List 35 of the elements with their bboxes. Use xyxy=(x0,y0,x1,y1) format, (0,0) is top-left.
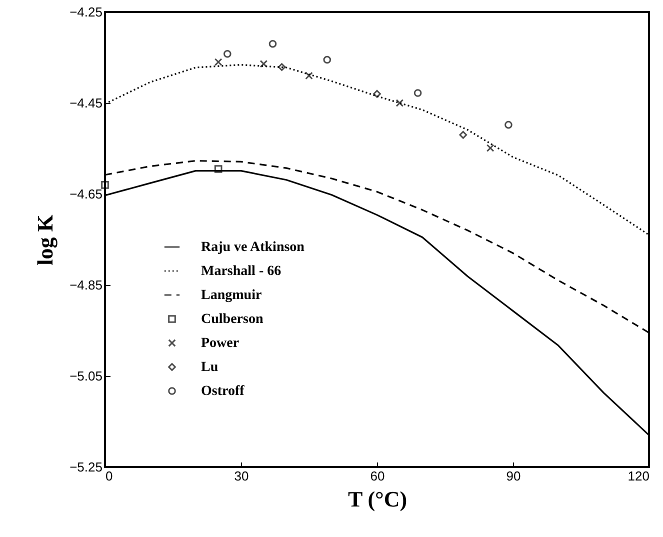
legend-label: Lu xyxy=(201,360,218,375)
point xyxy=(260,60,268,68)
point xyxy=(373,90,381,98)
legend-label: Power xyxy=(201,336,240,351)
point xyxy=(504,120,512,129)
point xyxy=(101,180,109,189)
point xyxy=(414,89,422,97)
x-tick-label: 90 xyxy=(506,468,521,484)
point xyxy=(323,56,332,64)
legend-label: Raju ve Atkinson xyxy=(201,240,305,255)
y-tick-label: −5.25 xyxy=(70,460,102,474)
point xyxy=(268,40,277,48)
y-tick-label: −4.85 xyxy=(70,278,102,292)
point xyxy=(486,144,494,152)
point xyxy=(214,58,222,66)
x-tick-label: 60 xyxy=(370,468,385,484)
y-tick-label: −5.05 xyxy=(70,368,102,384)
point xyxy=(214,165,222,173)
y-tick-label: −4.45 xyxy=(70,96,102,110)
point xyxy=(305,72,313,80)
legend-label: Langmuir xyxy=(201,288,262,303)
point xyxy=(223,50,232,58)
y-tick-label: −4.65 xyxy=(70,186,102,202)
x-tick-label: 120 xyxy=(628,468,650,484)
legend-label: Culberson xyxy=(201,312,264,327)
point xyxy=(396,99,404,107)
legend-label: Marshall - 66 xyxy=(201,264,282,279)
x-tick-label: 0 xyxy=(106,468,113,484)
y-tick-label: −4.25 xyxy=(70,4,102,20)
x-axis-title: T (°C) xyxy=(348,486,408,512)
x-tick-label: 30 xyxy=(234,468,249,484)
legend-label: Ostroff xyxy=(201,384,245,399)
y-axis-title: log K xyxy=(32,214,58,266)
point xyxy=(459,130,468,139)
point xyxy=(278,63,286,71)
